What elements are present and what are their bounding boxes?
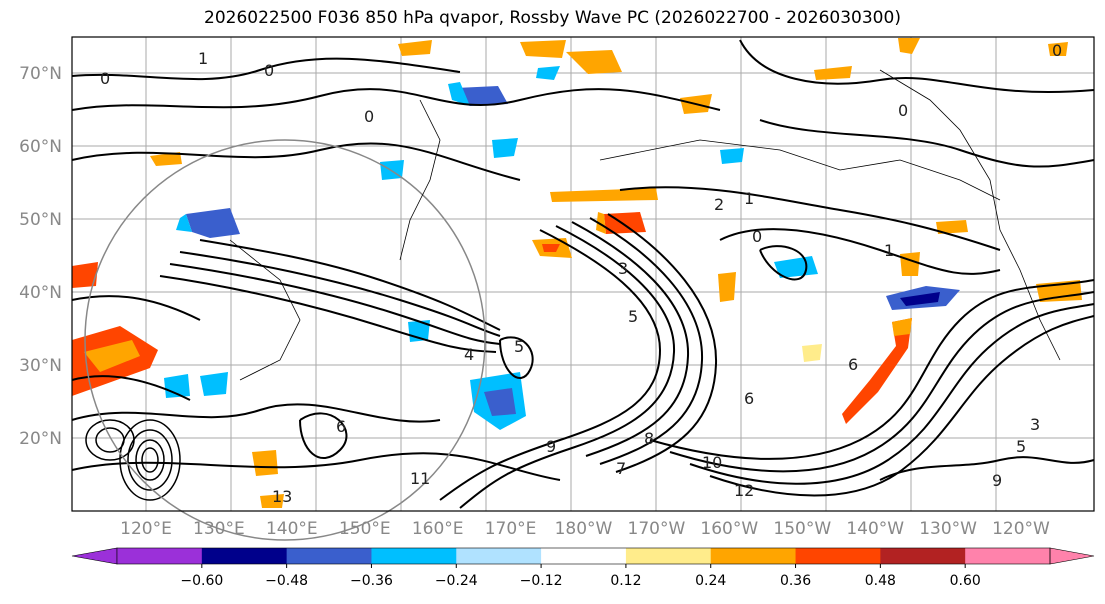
lat-label: 30°N xyxy=(19,356,62,376)
colorbar-tick-label: −0.60 xyxy=(180,573,223,589)
lat-label: 70°N xyxy=(19,64,62,84)
contour-label-group: 1 0 0 0 0 0 2 1 0 3 5 4 5 6 9 10 12 11 1… xyxy=(100,41,1062,506)
contour-label: 5 xyxy=(1016,437,1026,456)
tropical-contour-cluster xyxy=(85,419,181,501)
lon-label: 140°E xyxy=(266,519,318,539)
colorbar-segment xyxy=(965,548,1051,564)
contour-label: 3 xyxy=(1030,415,1040,434)
contour-label: 0 xyxy=(752,227,762,246)
lat-label: 60°N xyxy=(19,137,62,157)
graticule xyxy=(72,37,1094,511)
lat-label: 20°N xyxy=(19,429,62,449)
lon-label: 160°W xyxy=(700,519,758,539)
contour-label: 6 xyxy=(848,355,858,374)
colorbar-segment xyxy=(795,548,881,564)
wave-packet-circle xyxy=(84,139,486,541)
colorbar-tick-label: −0.24 xyxy=(435,573,478,589)
lon-label: 130°W xyxy=(919,519,977,539)
contour-label: 7 xyxy=(616,459,626,478)
contour-label: 12 xyxy=(734,481,754,500)
contour-label: 0 xyxy=(264,61,274,80)
colorbar-border xyxy=(116,547,1051,565)
contour-label: 2 xyxy=(714,195,724,214)
lon-label: 160°E xyxy=(412,519,464,539)
contour-label: 1 xyxy=(744,189,754,208)
colorbar-tick-label: 0.12 xyxy=(610,573,641,589)
contour-label: 0 xyxy=(898,101,908,120)
lat-label: 40°N xyxy=(19,283,62,303)
contour-label: 9 xyxy=(992,471,1002,490)
contour-label: 6 xyxy=(336,417,346,436)
colorbar-extend-low xyxy=(71,547,118,565)
contour-label: 1 xyxy=(884,241,894,260)
contour-label: 13 xyxy=(272,487,292,506)
lon-label: 120°E xyxy=(120,519,172,539)
colorbar-tick-label: −0.36 xyxy=(350,573,393,589)
colorbar-segment xyxy=(710,548,797,564)
contour-label: 3 xyxy=(618,259,628,278)
colorbar-extend-high xyxy=(1049,547,1095,565)
latitude-labels: 70°N 60°N 50°N 40°N 30°N 20°N xyxy=(19,64,62,449)
colorbar-tick-label: 0.36 xyxy=(780,573,811,589)
colorbar-segment xyxy=(456,548,542,564)
qvapor-shading xyxy=(72,38,1082,508)
coastlines xyxy=(229,69,1061,381)
lon-label: 140°W xyxy=(846,519,904,539)
colorbar xyxy=(71,547,1095,565)
contour-label: 8 xyxy=(644,429,654,448)
colorbar-tick-label: 0.48 xyxy=(865,573,896,589)
colorbar-segment xyxy=(541,548,627,564)
contour-label: 9 xyxy=(546,437,556,456)
colorbar-segment xyxy=(201,548,288,564)
contour-label: 5 xyxy=(514,337,524,356)
colorbar-segment xyxy=(117,548,203,564)
colorbar-tick-label: −0.12 xyxy=(520,573,563,589)
colorbar-segment xyxy=(286,548,372,564)
lon-label: 150°E xyxy=(339,519,391,539)
lat-label: 50°N xyxy=(19,210,62,230)
contour-label: 0 xyxy=(100,69,110,88)
contour-label: 0 xyxy=(1052,41,1062,60)
contour-label: 5 xyxy=(628,307,638,326)
colorbar-tick-label: 0.60 xyxy=(950,573,981,589)
colorbar-segment xyxy=(371,548,457,564)
colorbar-segment xyxy=(880,548,966,564)
rossby-wave-contours xyxy=(71,39,1095,509)
contour-label: 0 xyxy=(364,107,374,126)
contour-label: 10 xyxy=(702,453,722,472)
colorbar-tick-label: −0.48 xyxy=(265,573,308,589)
longitude-labels: 120°E 130°E 140°E 150°E 160°E 170°E 180°… xyxy=(120,519,1050,539)
map-title: 2026022500 F036 850 hPa qvapor, Rossby W… xyxy=(204,8,901,28)
lon-label: 170°E xyxy=(485,519,537,539)
contour-label: 11 xyxy=(410,469,430,488)
map-border xyxy=(71,36,1095,512)
contour-label: 1 xyxy=(198,49,208,68)
colorbar-tick-label: 0.24 xyxy=(695,573,726,589)
contour-label: 4 xyxy=(464,345,474,364)
lon-label: 170°W xyxy=(628,519,686,539)
lon-label: 130°E xyxy=(193,519,245,539)
map-panel: 1 0 0 0 0 0 2 1 0 3 5 4 5 6 9 10 12 11 1… xyxy=(71,36,1095,541)
lon-label: 150°W xyxy=(773,519,831,539)
lon-label: 180°W xyxy=(555,519,613,539)
colorbar-ticks: −0.60 −0.48 −0.36 −0.24 −0.12 0.12 0.24 0.36 0.4… xyxy=(180,564,981,589)
lon-label: 120°W xyxy=(992,519,1050,539)
contour-label: 6 xyxy=(744,389,754,408)
colorbar-segment xyxy=(625,548,712,564)
